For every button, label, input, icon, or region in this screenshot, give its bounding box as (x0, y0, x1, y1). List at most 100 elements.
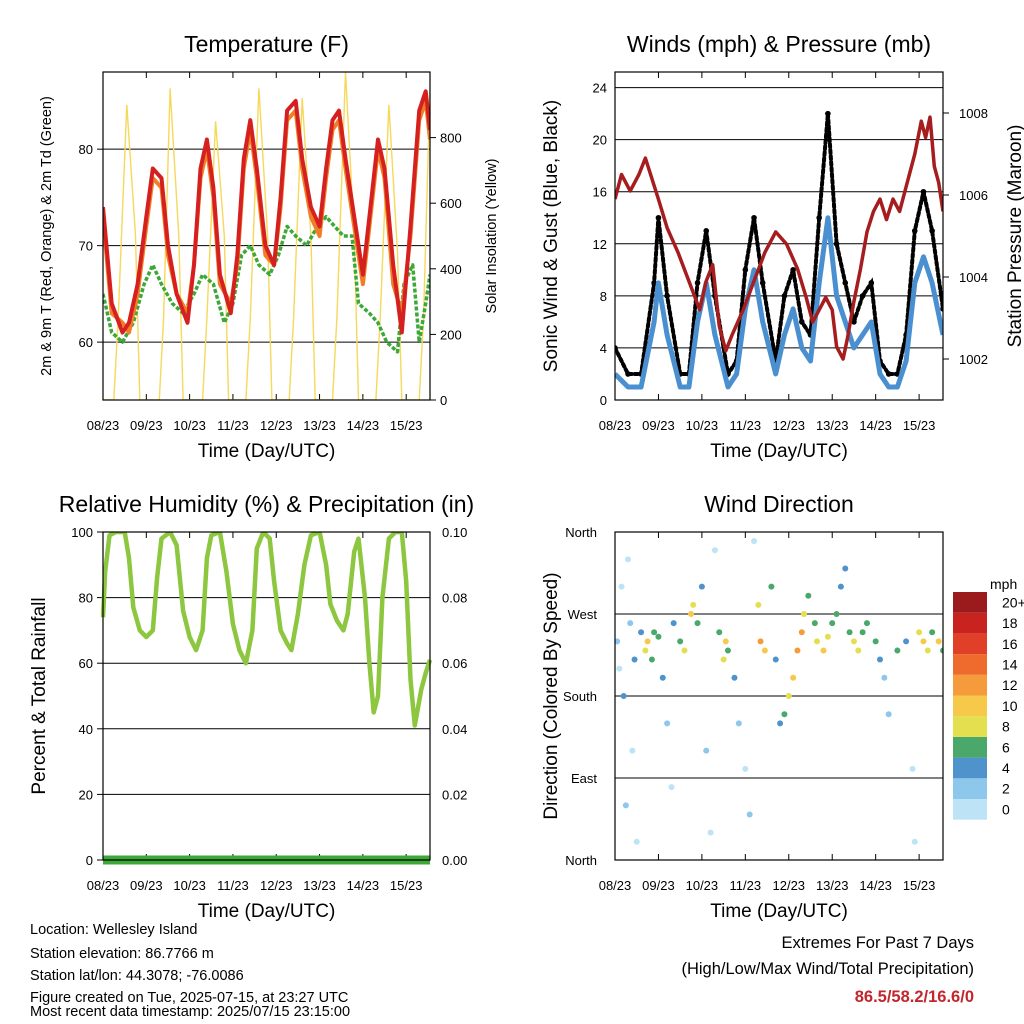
direction-point (622, 802, 629, 809)
series-group (103, 72, 430, 400)
x-tick-label: 10/23 (686, 418, 719, 433)
direction-point (920, 638, 927, 645)
y2-tick-label: 800 (440, 131, 462, 146)
gust-point (859, 293, 866, 299)
direction-point (681, 647, 688, 654)
direction-point (694, 620, 701, 627)
legend-label: 18 (1002, 615, 1018, 631)
x-tick-label: 08/23 (599, 418, 632, 433)
direction-point (814, 638, 821, 645)
plot-frame (102, 531, 431, 861)
recent-data-text: Most recent data timestamp: 2025/07/15 2… (30, 1004, 351, 1020)
direction-point (720, 656, 727, 663)
y2-axis-label: Station Pressure (Maroon) (1005, 125, 1024, 348)
x-tick-label: 14/23 (859, 878, 892, 893)
direction-point (742, 765, 749, 772)
x-tick-label: 11/23 (730, 418, 762, 433)
gust-point (759, 280, 766, 286)
gust-point (920, 188, 927, 195)
direction-point (785, 693, 792, 699)
y2-tick-label: 1002 (959, 352, 988, 367)
y2-tick-label: 1008 (959, 106, 988, 121)
series-group (615, 110, 943, 390)
y-tick-label: North (565, 853, 597, 868)
gust-point (703, 227, 710, 234)
x-tick-label: 13/23 (816, 878, 849, 893)
direction-point (668, 784, 675, 791)
direction-point (642, 647, 649, 654)
panel-title: Temperature (F) (184, 31, 349, 57)
direction-point (800, 611, 807, 617)
y2-tick-label: 400 (440, 262, 462, 277)
direction-point (633, 838, 640, 845)
direction-point (731, 674, 738, 681)
legend-swatch (953, 716, 987, 737)
wind-direction-panel: Wind Direction Time (Day/UTC) Direction (C… (541, 491, 1024, 922)
y-tick-label: 20 (79, 787, 93, 802)
direction-point (629, 747, 636, 754)
y-axis-label: Direction (Colored By Speed) (541, 572, 562, 819)
legend-title: mph (990, 576, 1017, 592)
speed-legend: mph 0 2 4 6 8 10 12 14 16 18 20+ (953, 576, 1024, 820)
direction-point (631, 656, 638, 663)
direction-point (698, 583, 705, 590)
y-axis-label: Sonic Wind & Gust (Blue, Black) (541, 100, 562, 372)
series-group (100, 532, 433, 865)
x-tick-label: 10/23 (173, 418, 206, 433)
direction-point (703, 747, 710, 754)
legend-swatch (953, 736, 987, 758)
direction-point (688, 611, 695, 617)
legend-label: 10 (1002, 698, 1018, 714)
plot-frame (614, 531, 944, 861)
y-tick-label: 0 (86, 853, 93, 868)
direction-point (768, 583, 775, 590)
gust-point (929, 227, 935, 234)
panel-title: Winds (mph) & Pressure (mb) (627, 31, 931, 57)
legend-swatch (953, 592, 987, 613)
gust-point (664, 293, 670, 299)
gust-point (833, 241, 840, 247)
gust-point (751, 214, 757, 221)
direction-point (798, 629, 805, 636)
direction-point (644, 638, 651, 645)
legend-swatch (953, 695, 987, 717)
x-tick-label: 09/23 (642, 418, 675, 433)
direction-point (820, 647, 827, 654)
x-tick-label: 15/23 (903, 418, 936, 433)
direction-point (746, 811, 753, 818)
direction-point (855, 647, 862, 654)
y2-tick-label: 0 (440, 393, 447, 408)
y2-tick-label: 0.06 (442, 656, 467, 671)
direction-point (781, 711, 788, 718)
legend-label: 14 (1002, 656, 1018, 672)
gust-point (868, 280, 875, 286)
x-axis-label: Time (Day/UTC) (710, 901, 848, 922)
wind-speed-line (615, 215, 943, 390)
direction-point (615, 638, 621, 645)
y-tick-label: 40 (79, 722, 93, 737)
direction-point (625, 556, 632, 563)
direction-point (837, 583, 844, 590)
direction-point (824, 633, 831, 640)
direction-point (863, 620, 870, 627)
direction-point (690, 601, 697, 608)
created-text: Figure created on Tue, 2025-07-15, at 23… (30, 990, 349, 1006)
plot-frame (102, 71, 431, 401)
direction-point (659, 674, 666, 681)
direction-point (677, 638, 684, 645)
direction-point (833, 611, 840, 617)
legend-swatch (953, 778, 987, 799)
gust-point (651, 280, 657, 286)
direction-point (916, 629, 923, 636)
x-tick-label: 09/23 (642, 878, 675, 893)
x-tick-label: 14/23 (347, 418, 380, 433)
direction-point (894, 647, 901, 654)
gust-point (625, 371, 631, 377)
plot-frame (614, 71, 944, 401)
legend-swatch (953, 654, 987, 675)
direction-point (670, 620, 677, 627)
x-tick-label: 09/23 (130, 418, 163, 433)
y2-tick-label: 200 (440, 327, 462, 342)
x-tick-label: 13/23 (303, 418, 336, 433)
legend-label: 20+ (1002, 594, 1024, 610)
